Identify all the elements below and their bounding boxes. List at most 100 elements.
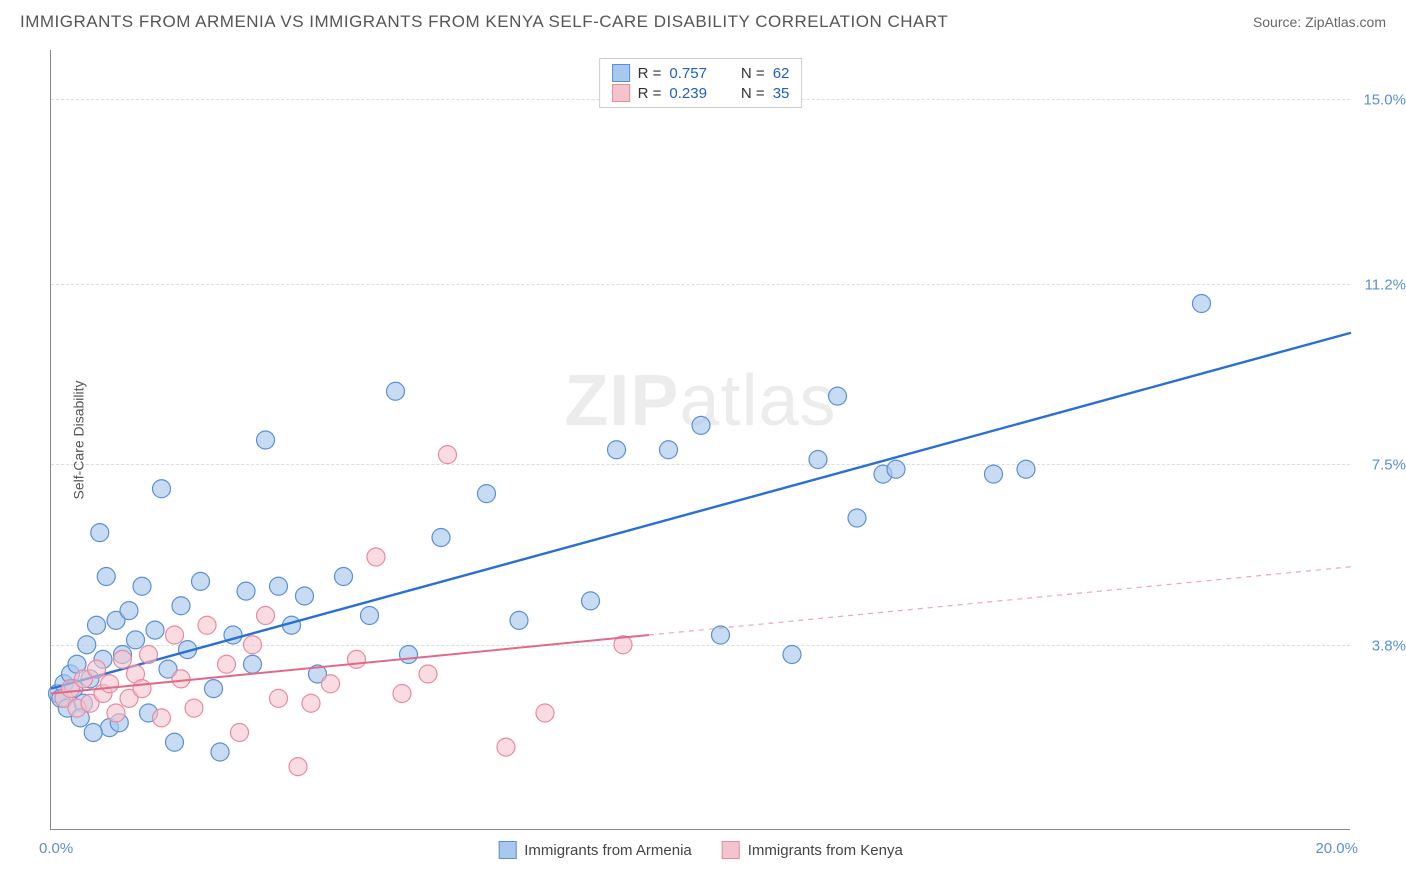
data-point [114,650,132,668]
legend-series-label: Immigrants from Armenia [524,842,692,859]
data-point [205,680,223,698]
data-point [497,738,515,756]
legend-stats-row: R = 0.239 N = 35 [612,83,790,103]
legend-swatch [612,64,630,82]
r-label: R = [638,65,662,82]
data-point [237,582,255,600]
data-point [97,568,115,586]
data-point [120,602,138,620]
data-point [270,689,288,707]
data-point [257,607,275,625]
x-axis-origin-label: 0.0% [39,840,73,857]
trend-line [51,333,1351,689]
data-point [367,548,385,566]
data-point [166,626,184,644]
legend-stats: R = 0.757 N = 62 R = 0.239 N = 35 [599,58,803,108]
data-point [712,626,730,644]
y-tick-label: 3.8% [1356,637,1406,654]
source-label: Source: ZipAtlas.com [1253,14,1386,30]
legend-series-label: Immigrants from Kenya [748,842,903,859]
data-point [348,650,366,668]
data-point [153,709,171,727]
data-point [198,616,216,634]
legend-series-item: Immigrants from Armenia [498,841,692,859]
data-point [296,587,314,605]
data-point [608,441,626,459]
y-tick-label: 7.5% [1356,457,1406,474]
legend-swatch [612,84,630,102]
chart-area: ZIPatlas 3.8%7.5%11.2%15.0% R = 0.757N =… [50,50,1350,830]
n-label: N = [741,85,765,102]
r-value: 0.757 [669,65,707,82]
data-point [387,382,405,400]
legend-series-item: Immigrants from Kenya [722,841,903,859]
data-point [335,568,353,586]
n-value: 35 [773,85,790,102]
r-label: R = [638,85,662,102]
data-point [127,631,145,649]
data-point [244,655,262,673]
data-point [211,743,229,761]
data-point [1193,295,1211,313]
data-point [1017,460,1035,478]
data-point [91,524,109,542]
data-point [84,724,102,742]
data-point [192,572,210,590]
y-tick-label: 11.2% [1356,277,1406,294]
data-point [88,660,106,678]
scatter-plot-svg [51,50,1351,830]
data-point [660,441,678,459]
y-axis-title: Self-Care Disability [71,380,87,499]
data-point [439,446,457,464]
data-point [133,577,151,595]
legend-swatch [722,841,740,859]
legend-series: Immigrants from Armenia Immigrants from K… [498,841,903,859]
data-point [218,655,236,673]
legend-stats-row: R = 0.757 N = 62 [612,63,790,83]
data-point [231,724,249,742]
legend-swatch [498,841,516,859]
data-point [133,680,151,698]
data-point [302,694,320,712]
data-point [783,646,801,664]
plot-region: ZIPatlas 3.8%7.5%11.2%15.0% R = 0.757N =… [50,50,1350,830]
data-point [140,646,158,664]
data-point [432,529,450,547]
data-point [101,675,119,693]
n-label: N = [741,65,765,82]
trend-line-extrapolated [649,567,1351,635]
data-point [393,685,411,703]
data-point [419,665,437,683]
y-tick-label: 15.0% [1356,91,1406,108]
data-point [809,451,827,469]
data-point [510,611,528,629]
data-point [270,577,288,595]
data-point [185,699,203,717]
data-point [172,670,190,688]
data-point [172,597,190,615]
data-point [692,416,710,434]
n-value: 62 [773,65,790,82]
data-point [829,387,847,405]
data-point [88,616,106,634]
r-value: 0.239 [669,85,707,102]
data-point [153,480,171,498]
data-point [887,460,905,478]
chart-title: IMMIGRANTS FROM ARMENIA VS IMMIGRANTS FR… [20,12,948,32]
data-point [536,704,554,722]
data-point [257,431,275,449]
data-point [322,675,340,693]
data-point [78,636,96,654]
data-point [166,733,184,751]
data-point [244,636,262,654]
x-axis-max-label: 20.0% [1315,840,1358,857]
data-point [361,607,379,625]
title-bar: IMMIGRANTS FROM ARMENIA VS IMMIGRANTS FR… [0,0,1406,40]
data-point [478,485,496,503]
data-point [107,704,125,722]
data-point [146,621,164,639]
data-point [848,509,866,527]
data-point [289,758,307,776]
data-point [400,646,418,664]
data-point [582,592,600,610]
